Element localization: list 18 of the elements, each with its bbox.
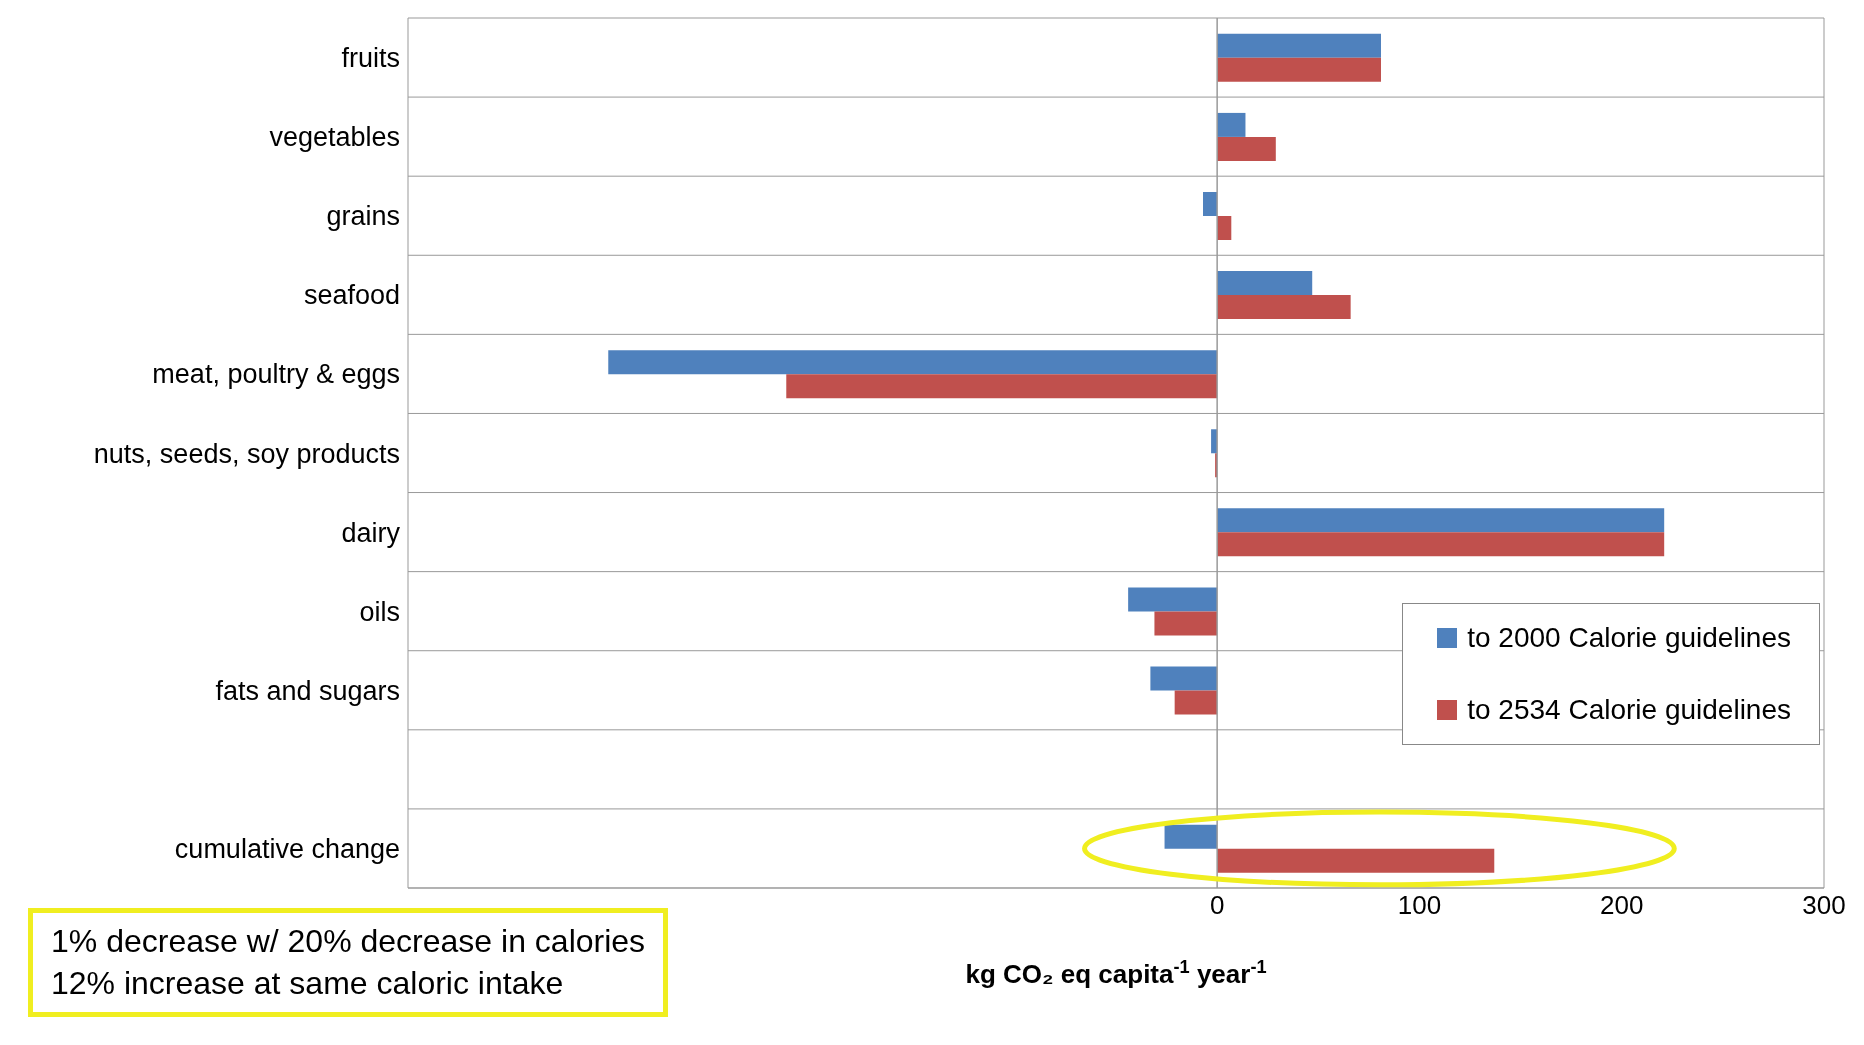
y-tick-label: meat, poultry & eggs bbox=[152, 359, 400, 390]
y-tick-label: dairy bbox=[341, 517, 401, 548]
y-tick-label: fats and sugars bbox=[215, 675, 400, 706]
y-tick-label: oils bbox=[359, 596, 400, 627]
y-tick-label: vegetables bbox=[269, 122, 400, 153]
x-axis-title: kg CO₂ eq capita$^{-1}$ year$^{-1}$ bbox=[965, 957, 1267, 989]
y-tick-label: cumulative change bbox=[174, 834, 400, 865]
y-tick-label: grains bbox=[326, 201, 400, 232]
y-tick-label: seafood bbox=[303, 280, 400, 311]
text: 1% decrease w/ 20% decrease in calories 12% increase at same caloric intake bbox=[28, 908, 669, 1018]
x-tick-label: 300 bbox=[1802, 890, 1846, 921]
x-tick-label: 200 bbox=[1600, 890, 1644, 921]
x-tick-label: 100 bbox=[1397, 890, 1442, 921]
y-tick-label: fruits bbox=[341, 43, 400, 74]
legend-label: to 2000 Calorie guidelines bbox=[1466, 622, 1791, 655]
x-tick-label: 0 bbox=[1209, 890, 1225, 921]
y-tick-label: nuts, seeds, soy products bbox=[93, 438, 400, 469]
legend-label: to 2534 Calorie guidelines bbox=[1466, 694, 1791, 727]
